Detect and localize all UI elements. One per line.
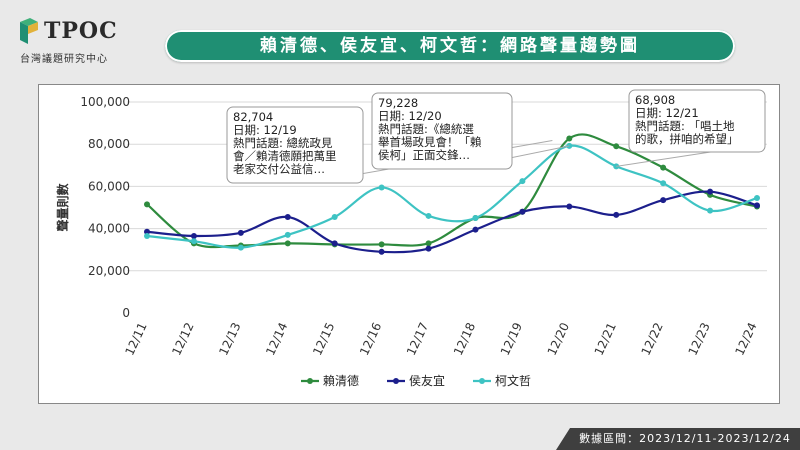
x-tick-label: 12/11 <box>122 320 149 357</box>
callout-text: 熱門話題:《總統選 <box>378 122 474 136</box>
x-tick-label: 12/14 <box>263 320 290 357</box>
data-point-2 <box>190 238 197 245</box>
data-point-1 <box>754 202 760 209</box>
x-tick-label: 12/20 <box>545 320 572 357</box>
brand-subtitle: 台灣議題研究中心 <box>20 54 108 65</box>
chart-panel: 0 20,000 40,000 60,000 80,000 100,000 聲量則數 12/1… <box>38 84 780 404</box>
data-point-1 <box>472 226 479 233</box>
data-point-2 <box>237 244 244 251</box>
series-line-2 <box>146 144 758 249</box>
callout-box <box>628 89 766 153</box>
tpoc-logo: TPOC 台灣議題研究中心 <box>18 14 148 65</box>
data-point-0 <box>660 164 667 171</box>
callout-text: 68,908 <box>635 93 675 107</box>
line-chart: 0 20,000 40,000 60,000 80,000 100,000 聲量則數 12/1… <box>55 89 767 388</box>
x-tick-label: 12/19 <box>498 320 525 357</box>
x-tick-label: 12/18 <box>451 320 478 357</box>
y-axis-label: 聲量則數 <box>55 183 70 231</box>
callout-text: 老家交付公益信… <box>233 162 325 176</box>
callout-text: 82,704 <box>233 110 273 124</box>
data-point-0 <box>613 143 620 150</box>
data-point-1 <box>519 208 526 215</box>
data-point-2 <box>613 163 620 170</box>
series-line-1 <box>146 190 758 254</box>
data-point-2 <box>144 232 150 239</box>
x-tick-label: 12/23 <box>685 320 712 357</box>
data-point-2 <box>519 178 526 185</box>
x-tick-label: 12/24 <box>732 320 759 357</box>
callout-text: 侯柯」正面交鋒… <box>378 148 470 162</box>
x-tick-label: 12/16 <box>357 320 384 357</box>
legend-marker <box>479 378 485 384</box>
data-point-2 <box>707 207 714 214</box>
data-point-1 <box>144 228 150 235</box>
tpoc-logo-mark-icon <box>20 18 38 44</box>
data-point-0 <box>144 201 150 208</box>
data-point-2 <box>660 180 667 187</box>
data-point-1 <box>707 188 714 195</box>
x-tick-label: 12/22 <box>639 320 666 357</box>
callout-text: 日期: 12/21 <box>635 106 699 120</box>
x-tick-label: 12/12 <box>169 320 196 357</box>
data-point-1 <box>237 229 244 236</box>
data-point-1 <box>660 197 667 204</box>
legend-marker <box>393 378 399 384</box>
x-tick-label: 12/13 <box>216 320 243 357</box>
data-point-2 <box>331 213 338 220</box>
data-point-2 <box>284 231 291 238</box>
callout-text: 日期: 12/20 <box>378 109 442 123</box>
data-point-2 <box>425 212 432 219</box>
brand-name: TPOC <box>44 18 118 44</box>
callout-box <box>371 92 513 170</box>
data-point-1 <box>331 240 338 247</box>
y-tick-label: 80,000 <box>88 137 130 151</box>
legend-marker <box>307 378 313 384</box>
callout-pointer <box>616 151 711 167</box>
data-point-2 <box>378 184 385 191</box>
data-point-0 <box>284 240 291 247</box>
y-tick-label: 60,000 <box>88 179 130 193</box>
data-point-1 <box>284 213 291 220</box>
callout-text: 熱門話題: 總統政見 <box>233 136 333 150</box>
x-tick-label: 12/17 <box>404 320 431 357</box>
callout-text: 79,228 <box>378 96 418 110</box>
callout-text: 的歌，拼咱的希望」 <box>635 132 739 146</box>
legend-label: 柯文哲 <box>495 373 531 388</box>
y-tick-label: 100,000 <box>80 95 130 109</box>
data-point-1 <box>425 245 432 252</box>
data-point-1 <box>613 211 620 218</box>
y-tick-label: 40,000 <box>88 222 130 236</box>
x-tick-label: 12/15 <box>310 320 337 357</box>
data-point-0 <box>425 240 432 247</box>
data-point-0 <box>566 135 573 142</box>
data-point-0 <box>378 241 385 248</box>
data-point-1 <box>566 203 573 210</box>
date-range-footer: 數據區間：2023/12/11-2023/12/24 <box>556 428 800 450</box>
data-point-2 <box>472 215 479 222</box>
series-line-0 <box>146 133 758 249</box>
legend-label: 侯友宜 <box>409 373 445 388</box>
callout-text: 熱門話題: 「唱土地 <box>635 119 735 133</box>
callout-text: 日期: 12/19 <box>233 123 297 137</box>
y-tick-label: 20,000 <box>88 264 130 278</box>
callout-text: 舉首場政見會！「賴 <box>378 135 482 149</box>
data-point-1 <box>378 248 385 255</box>
data-point-1 <box>190 232 197 239</box>
data-point-2 <box>754 195 760 202</box>
legend-label: 賴清德 <box>323 373 359 388</box>
page-title: 賴清德、侯友宜、柯文哲：網路聲量趨勢圖 <box>260 36 640 56</box>
y-tick-label: 0 <box>122 306 130 320</box>
x-tick-label: 12/21 <box>592 320 619 357</box>
callout-box <box>226 106 364 184</box>
callout-text: 會／賴清德願把萬里 <box>233 149 337 163</box>
title-banner: 賴清德、侯友宜、柯文哲：網路聲量趨勢圖 <box>165 30 735 62</box>
